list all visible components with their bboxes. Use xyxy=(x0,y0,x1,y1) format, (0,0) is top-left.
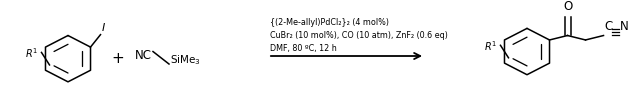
Text: NC: NC xyxy=(135,49,152,62)
Text: SiMe$_3$: SiMe$_3$ xyxy=(170,54,201,67)
Text: O: O xyxy=(563,0,572,13)
Text: C: C xyxy=(604,20,613,33)
Text: DMF, 80 ºC, 12 h: DMF, 80 ºC, 12 h xyxy=(270,44,337,53)
Text: +: + xyxy=(112,51,124,66)
Text: $R^1$: $R^1$ xyxy=(25,46,38,60)
Text: $R^1$: $R^1$ xyxy=(485,39,497,53)
Text: CuBr₂ (10 mol%), CO (10 atm), ZnF₂ (0.6 eq): CuBr₂ (10 mol%), CO (10 atm), ZnF₂ (0.6 … xyxy=(270,31,448,40)
Text: I: I xyxy=(102,23,105,33)
Text: {(2-Me-allyl)PdCl₂}₂ (4 mol%): {(2-Me-allyl)PdCl₂}₂ (4 mol%) xyxy=(270,18,389,27)
Text: N: N xyxy=(620,20,628,33)
